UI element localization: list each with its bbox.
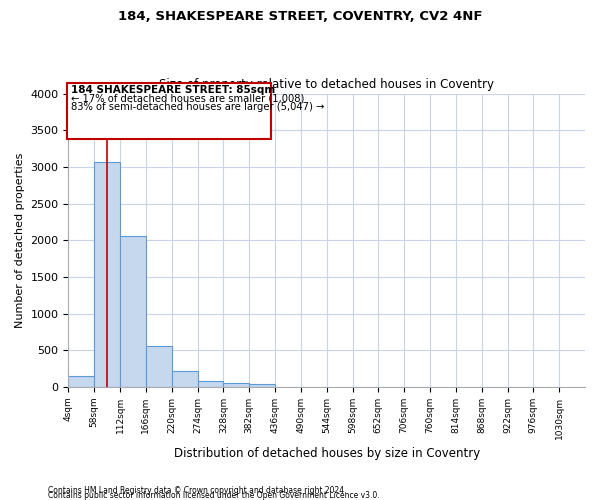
X-axis label: Distribution of detached houses by size in Coventry: Distribution of detached houses by size … [173, 447, 480, 460]
Bar [223, 383, 249, 387]
Bar [146, 346, 172, 387]
Text: 184 SHAKESPEARE STREET: 85sqm: 184 SHAKESPEARE STREET: 85sqm [71, 85, 275, 95]
Bar [197, 382, 223, 387]
Text: 83% of semi-detached houses are larger (5,047) →: 83% of semi-detached houses are larger (… [71, 102, 325, 113]
Bar [249, 384, 275, 387]
Y-axis label: Number of detached properties: Number of detached properties [15, 152, 25, 328]
Bar [172, 370, 197, 387]
Bar [120, 236, 146, 387]
Text: ← 17% of detached houses are smaller (1,008): ← 17% of detached houses are smaller (1,… [71, 93, 305, 103]
Bar [94, 162, 120, 387]
Title: Size of property relative to detached houses in Coventry: Size of property relative to detached ho… [159, 78, 494, 91]
Bar [68, 376, 94, 387]
Text: 184, SHAKESPEARE STREET, COVENTRY, CV2 4NF: 184, SHAKESPEARE STREET, COVENTRY, CV2 4… [118, 10, 482, 23]
Text: Contains public sector information licensed under the Open Government Licence v3: Contains public sector information licen… [48, 491, 380, 500]
FancyBboxPatch shape [67, 82, 271, 139]
Text: Contains HM Land Registry data © Crown copyright and database right 2024.: Contains HM Land Registry data © Crown c… [48, 486, 347, 495]
